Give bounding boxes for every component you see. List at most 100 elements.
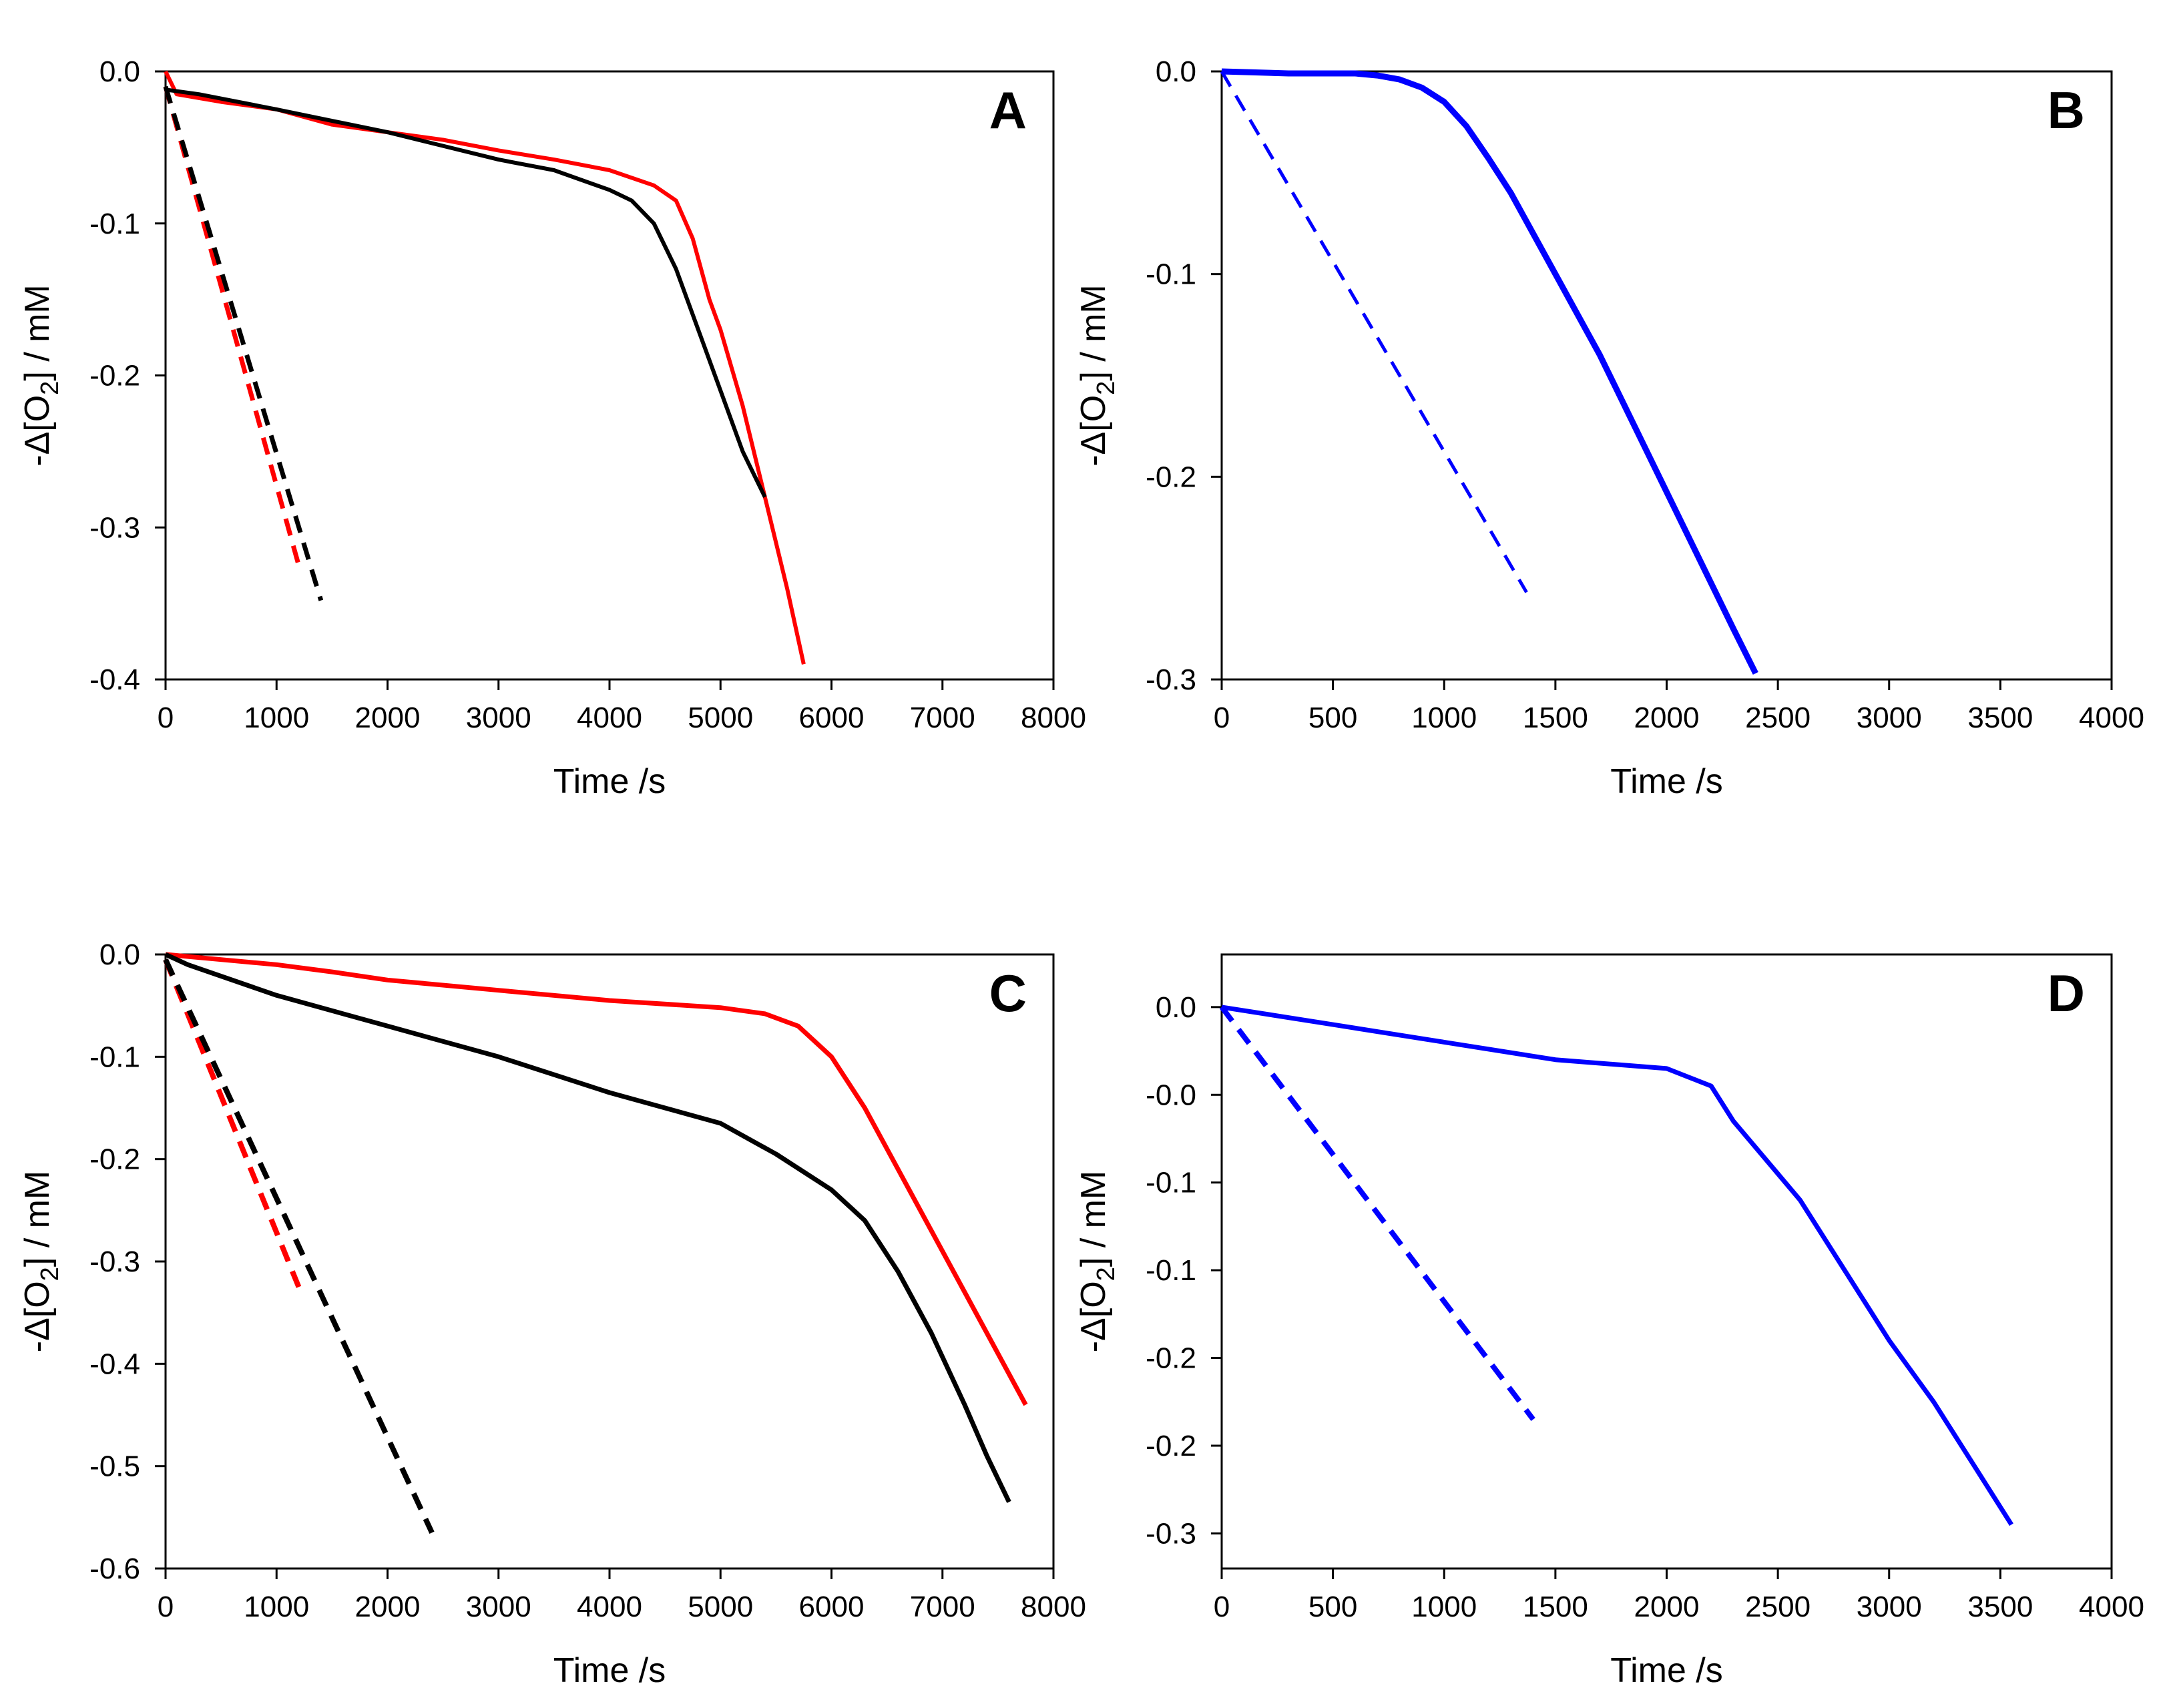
x-tick-label: 3000 — [466, 701, 531, 734]
y-axis-title: -Δ[O2] / mM — [18, 284, 64, 467]
x-tick-label: 8000 — [1021, 701, 1086, 734]
x-tick-label: 2000 — [355, 701, 421, 734]
y-tick-label: -0.3 — [1146, 663, 1196, 696]
x-tick-label: 1000 — [244, 1591, 309, 1623]
y-tick-label: -0.1 — [1146, 1254, 1196, 1287]
y-axis-title-unit: ] / mM — [1074, 1171, 1113, 1267]
x-tick-label: 3000 — [1857, 701, 1922, 734]
x-tick-label: 3500 — [1967, 1591, 2033, 1623]
y-tick-label: -0.6 — [89, 1552, 140, 1585]
y-tick-label: -0.5 — [89, 1450, 140, 1483]
x-tick-label: 1500 — [1523, 1591, 1588, 1623]
x-tick-label: 3000 — [466, 1591, 531, 1623]
series-line-solid-0 — [1221, 1005, 2013, 1526]
x-tick-label: 3500 — [1967, 701, 2033, 734]
y-axis-title-unit: ] / mM — [18, 1171, 57, 1267]
x-axis-title: Time /s — [1610, 762, 1723, 801]
series-line-dashed-2 — [163, 958, 302, 1288]
panel-c: 0 1000 2000 3000 4000 5000 6000 7000 8000 0.0 -0.1… — [18, 938, 1086, 1690]
y-tick-label: 0.0 — [99, 938, 140, 971]
y-tick-label: 0.0 — [1156, 55, 1196, 88]
y-axis-title-main: -Δ[O — [18, 395, 57, 467]
y-tick-label: -0.2 — [1146, 1342, 1196, 1375]
x-tick-label: 4000 — [2079, 1591, 2144, 1623]
x-tick-label: 6000 — [799, 1591, 865, 1623]
panel-letter: D — [2048, 964, 2085, 1023]
series-line-dashed-3 — [163, 958, 435, 1534]
x-tick-label: 2500 — [1745, 1591, 1811, 1623]
y-tick-label: 0.0 — [1156, 991, 1196, 1024]
x-tick-label: 6000 — [799, 701, 865, 734]
x-axis-title: Time /s — [1610, 1651, 1723, 1690]
series-line-dashed-1 — [1220, 70, 1528, 593]
y-axis-title-main: -Δ[O — [1074, 395, 1113, 467]
plot-frame — [1220, 953, 2113, 1570]
y-axis-title-subscript: 2 — [1092, 381, 1120, 395]
y-tick-label: -0.0 — [1146, 1079, 1196, 1111]
x-tick-label: 2000 — [1634, 1591, 1700, 1623]
series-line-solid-0 — [1221, 68, 1758, 675]
panel-letter: A — [989, 81, 1027, 139]
series-line-dashed-2 — [163, 85, 301, 567]
series-line-solid-1 — [164, 952, 1011, 1503]
y-tick-label: -0.2 — [89, 1143, 140, 1176]
y-axis-title-unit: ] / mM — [18, 284, 57, 380]
x-tick-label: 2500 — [1745, 701, 1811, 734]
x-axis-title: Time /s — [553, 1651, 666, 1690]
x-tick-label: 5000 — [688, 1591, 753, 1623]
panel-b: 0 500 1000 1500 2000 2500 3000 3500 40000.0-0.1-… — [1074, 55, 2144, 801]
y-tick-label: -0.1 — [1146, 258, 1196, 291]
y-tick-label: -0.3 — [1146, 1517, 1196, 1550]
y-tick-label: -0.2 — [1146, 1430, 1196, 1462]
y-tick-label: -0.1 — [89, 208, 140, 240]
x-tick-label: 7000 — [910, 701, 975, 734]
x-tick-label: 500 — [1308, 701, 1357, 734]
x-tick-label: 1500 — [1523, 701, 1588, 734]
x-tick-label: 0 — [1214, 1591, 1230, 1623]
series-line-solid-0 — [164, 70, 806, 665]
plot-frame — [164, 953, 1055, 1570]
series-line-dashed-1 — [1219, 1005, 1535, 1422]
y-tick-label: -0.2 — [1146, 461, 1196, 493]
x-axis-title: Time /s — [553, 762, 666, 801]
y-axis-title: -Δ[O2] / mM — [1074, 1171, 1120, 1353]
panel-letter: C — [989, 964, 1027, 1023]
x-tick-label: 0 — [158, 1591, 174, 1623]
x-tick-label: 4000 — [577, 1591, 642, 1623]
panel-d: 0 500 1000 1500 2000 2500 3000 3500 4000 0.0 -0.0 -… — [1074, 953, 2144, 1690]
y-tick-label: -0.3 — [89, 511, 140, 544]
y-axis-title-subscript: 2 — [1092, 1267, 1120, 1281]
y-tick-label: -0.4 — [89, 1348, 140, 1380]
plot-frame — [1220, 70, 2113, 681]
x-tick-label: 8000 — [1021, 1591, 1086, 1623]
x-tick-label: 2000 — [355, 1591, 421, 1623]
x-tick-label: 1000 — [1411, 1591, 1477, 1623]
y-tick-label: 0.0 — [99, 55, 140, 88]
x-tick-label: 4000 — [2079, 701, 2144, 734]
series-line-solid-0 — [165, 952, 1028, 1406]
y-tick-label: -0.1 — [89, 1041, 140, 1073]
y-axis-title-main: -Δ[O — [1074, 1281, 1113, 1352]
panel-a: 0 1000 2000 3000 4000 5000 6000 7000 8000 0.0 -0.1… — [18, 55, 1086, 801]
x-tick-label: 1000 — [244, 701, 309, 734]
y-tick-label: -0.4 — [89, 663, 140, 696]
x-tick-label: 500 — [1308, 1591, 1357, 1623]
x-tick-label: 7000 — [910, 1591, 975, 1623]
y-tick-label: -0.2 — [89, 360, 140, 392]
y-axis-title-subscript: 2 — [36, 1267, 64, 1281]
y-axis-title-main: -Δ[O — [18, 1281, 57, 1352]
x-tick-label: 1000 — [1411, 701, 1477, 734]
x-tick-label: 3000 — [1857, 1591, 1922, 1623]
y-axis-title-unit: ] / mM — [1074, 284, 1113, 380]
series-line-dashed-3 — [163, 85, 324, 601]
y-tick-label: -0.3 — [89, 1245, 140, 1278]
y-axis-title: -Δ[O2] / mM — [1074, 284, 1120, 467]
x-tick-label: 0 — [1214, 701, 1230, 734]
x-tick-label: 2000 — [1634, 701, 1700, 734]
y-axis-title-subscript: 2 — [36, 381, 64, 395]
plot-frame — [164, 70, 1055, 681]
x-tick-label: 0 — [158, 701, 174, 734]
panel-letter: B — [2048, 81, 2085, 139]
y-axis-title: -Δ[O2] / mM — [18, 1171, 64, 1353]
